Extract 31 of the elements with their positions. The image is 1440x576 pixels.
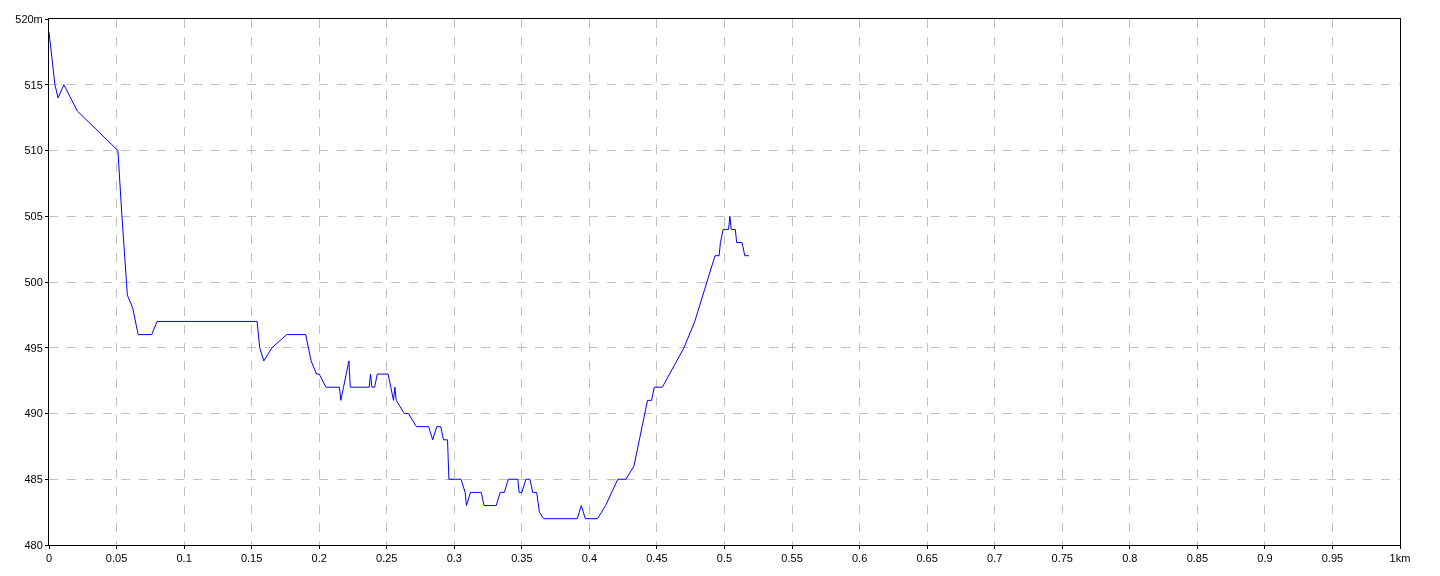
x-tick-label: 0.05 xyxy=(105,552,128,565)
x-tick-label: 0.7 xyxy=(987,552,1003,565)
x-tick-label: 0.8 xyxy=(1122,552,1138,565)
y-tick-label: 500 xyxy=(24,275,43,288)
x-tick-label: 0.2 xyxy=(311,552,327,565)
x-tick-label: 0.45 xyxy=(646,552,668,565)
y-tick-label: 505 xyxy=(24,210,43,223)
x-tick-label: 0.85 xyxy=(1186,552,1209,565)
x-tick-label: 0.1 xyxy=(176,552,192,565)
x-tick-label: 0.4 xyxy=(581,552,598,565)
y-tick-label: 490 xyxy=(24,407,43,420)
x-tick-label: 0.9 xyxy=(1257,552,1273,565)
line-series xyxy=(49,31,750,520)
x-tick-label: 0.75 xyxy=(1051,552,1073,565)
x-tick-label: 0.55 xyxy=(781,552,803,565)
y-tick-label: 515 xyxy=(24,78,43,91)
y-tick-label: 510 xyxy=(24,144,43,157)
x-tick-label: 0.35 xyxy=(511,552,533,565)
y-tick-label: 485 xyxy=(24,473,43,486)
x-tick-label: 0.25 xyxy=(376,552,398,565)
x-tick-label: 1km xyxy=(1389,552,1411,565)
y-tick-label: 495 xyxy=(24,341,43,354)
x-tick-label: 0 xyxy=(45,552,53,565)
x-tick-label: 0.65 xyxy=(916,552,938,565)
x-tick-label: 0.5 xyxy=(716,552,733,565)
y-tick-label: 520m xyxy=(15,12,43,25)
x-tick-label: 0.6 xyxy=(851,552,868,565)
x-tick-label: 0.3 xyxy=(446,552,462,565)
y-tick-label: 480 xyxy=(24,538,43,551)
x-tick-label: 0.15 xyxy=(240,552,263,565)
x-tick-label: 0.95 xyxy=(1321,552,1344,565)
